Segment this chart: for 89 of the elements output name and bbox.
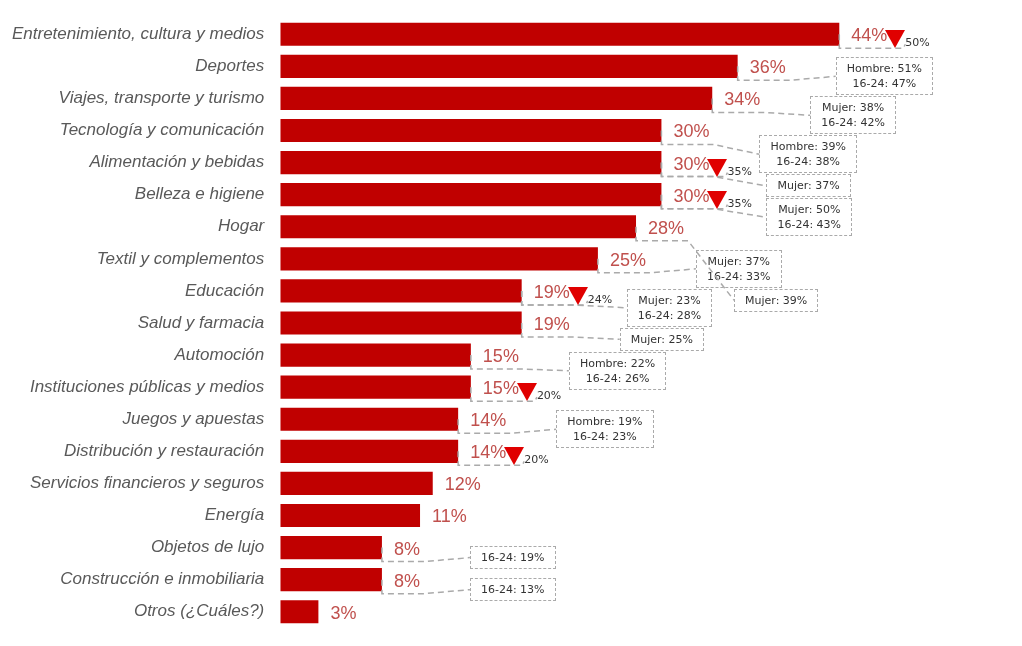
annotation: Mujer: 25% (630, 332, 693, 346)
data-label: 14% (470, 410, 507, 431)
bar (280, 503, 421, 528)
annotation: Mujer: 23% 16-24: 28% (637, 293, 702, 322)
bar (280, 471, 433, 495)
data-label: 8% (393, 570, 420, 591)
annotation: Hombre: 51% 16-24: 47% (846, 62, 923, 91)
annotation: 16-24: 13% (480, 583, 545, 597)
y-tick-label: Servicios financieros y seguros (29, 473, 265, 493)
annotation: 35% (727, 164, 752, 178)
data-label: 15% (482, 378, 519, 399)
annotation: Hombre: 22% 16-24: 26% (579, 356, 656, 385)
y-tick-label: Viajes, transporte y turismo (58, 88, 265, 108)
y-tick-label: Tecnología y comunicación (59, 120, 265, 140)
bar (280, 407, 459, 431)
data-label: 25% (609, 249, 646, 270)
annotation: 16-24: 19% (480, 551, 545, 565)
dashed-callout-box: 16-24: 13% (469, 578, 556, 602)
annotation: Hombre: 19% 16-24: 23% (567, 415, 643, 444)
data-label: 11% (432, 506, 467, 527)
y-tick-label: Juegos y apuestas (121, 408, 265, 428)
y-tick-label: Belleza e higiene (134, 184, 265, 204)
dashed-callout-box: Mujer: 37% 16-24: 33% (695, 249, 782, 288)
data-label: 14% (470, 442, 507, 463)
dashed-callout-box: Mujer: 50% 16-24: 43% (766, 198, 853, 237)
bar (280, 183, 662, 207)
data-label: 19% (533, 313, 570, 334)
dashed-callout-box: Mujer: 38% 16-24: 42% (810, 96, 896, 135)
y-tick-label: Energía (204, 505, 265, 525)
data-label: 12% (444, 474, 481, 495)
annotation: 35% (727, 196, 752, 210)
data-label: 30% (673, 185, 710, 206)
bar (280, 536, 382, 560)
dashed-callout-box: Mujer: 37% (766, 174, 851, 198)
annotation: Mujer: 37% (777, 179, 840, 193)
data-label: 30% (673, 121, 710, 142)
bar (280, 86, 713, 110)
annotation: 20% (524, 453, 549, 467)
data-label: 30% (673, 153, 710, 174)
y-tick-label: Distribución y restauración (63, 441, 265, 461)
bar (280, 439, 459, 463)
annotation: 20% (536, 389, 562, 403)
dashed-callout-box: 16-24: 19% (469, 546, 556, 570)
y-tick-label: Alimentación y bebidas (88, 152, 265, 172)
bar (280, 54, 738, 78)
annotation: Mujer: 39% (745, 293, 808, 307)
dashed-callout-box: Hombre: 51% 16-24: 47% (835, 57, 934, 96)
bar (280, 215, 637, 239)
y-tick-label: Instituciones públicas y medios (29, 376, 265, 396)
y-tick-label: Hogar (217, 216, 266, 236)
bar (280, 22, 840, 46)
y-tick-label: Textil y complementos (96, 248, 265, 268)
data-label: 19% (533, 281, 570, 302)
annotation: Hombre: 39% 16-24: 38% (770, 140, 846, 169)
bar (280, 247, 598, 271)
data-label: 15% (482, 346, 519, 367)
data-label: 28% (648, 217, 685, 238)
bar (280, 279, 522, 303)
dashed-callout-box: Mujer: 39% (734, 288, 819, 312)
dashed-callout-box: Mujer: 25% (619, 327, 704, 351)
bar (280, 311, 522, 335)
y-tick-label: Objetos de lujo (150, 537, 265, 557)
y-tick-label: Entretenimiento, cultura y medios (11, 23, 265, 43)
y-tick-label: Salud y farmacia (137, 312, 265, 332)
y-tick-label: Educación (184, 280, 265, 300)
data-label: 44% (851, 25, 888, 46)
annotation: Mujer: 50% 16-24: 43% (777, 203, 842, 232)
bar (280, 343, 471, 367)
data-label: 36% (749, 57, 786, 78)
data-label: 34% (724, 89, 761, 110)
bar (280, 375, 471, 399)
dashed-callout-box: Hombre: 39% 16-24: 38% (759, 135, 857, 174)
annotation: 24% (587, 292, 613, 306)
bar (280, 118, 662, 143)
annotation: 50% (905, 36, 930, 50)
y-tick-label: Automoción (173, 344, 265, 364)
dashed-callout-box: Hombre: 19% 16-24: 23% (556, 410, 654, 449)
bar (280, 600, 319, 624)
data-label: 8% (393, 538, 420, 559)
bar (280, 151, 662, 175)
dashed-callout-box: Mujer: 23% 16-24: 28% (626, 288, 713, 327)
y-tick-label: Otros (¿Cuáles?) (133, 601, 265, 621)
dashed-callout-box: Hombre: 22% 16-24: 26% (568, 351, 667, 390)
data-label: 3% (330, 602, 357, 623)
y-tick-label: Construcción e inmobiliaria (60, 569, 265, 589)
annotation: Mujer: 37% 16-24: 33% (706, 254, 771, 283)
annotation: Mujer: 38% 16-24: 42% (821, 101, 885, 130)
bar (280, 568, 382, 592)
y-tick-label: Deportes (195, 56, 265, 76)
